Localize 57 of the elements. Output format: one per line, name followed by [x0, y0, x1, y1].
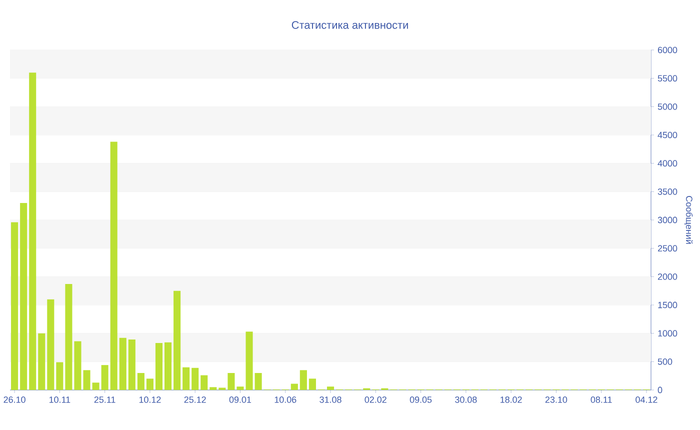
bar: [101, 365, 108, 390]
x-tick-label: 08.11: [590, 396, 612, 403]
bar: [92, 382, 100, 390]
x-tick-label: 26.10: [4, 396, 26, 403]
x-tick-label: 10.12: [139, 396, 161, 403]
y-tick-label: 1500: [658, 302, 678, 308]
bar: [174, 290, 181, 390]
bar: [146, 378, 154, 390]
bar: [137, 372, 144, 390]
x-tick-label: 31.08: [320, 396, 342, 403]
x-tick-label: 30.08: [455, 396, 477, 403]
bar: [20, 202, 28, 390]
y-tick-label: 5000: [658, 103, 678, 110]
bar: [254, 372, 262, 390]
bar: [290, 384, 298, 390]
x-tick-label: 25.12: [184, 396, 206, 403]
x-tick-label: 04.12: [636, 396, 658, 403]
y-tick-label: 3000: [658, 216, 678, 224]
y-axis-title: Сообщений: [684, 196, 693, 244]
y-tick-label: 4000: [658, 160, 678, 167]
bar: [155, 342, 163, 390]
bar: [192, 368, 199, 390]
bar: [228, 372, 235, 390]
chart-title: Статистика активности: [292, 21, 408, 29]
bar: [308, 378, 316, 390]
y-tick-label: 500: [658, 358, 672, 365]
bar: [128, 340, 136, 390]
y-tick-label: 0: [658, 386, 662, 394]
bar: [210, 387, 217, 390]
y-tick-label: 3500: [658, 188, 678, 195]
bar: [182, 367, 190, 390]
bar: [326, 386, 334, 390]
x-tick-label: 23.10: [545, 396, 568, 403]
x-tick-label: 09.05: [410, 396, 432, 403]
bar: [38, 333, 46, 390]
x-tick-label: 02.02: [364, 396, 386, 403]
bar: [47, 299, 54, 390]
x-tick-label: 25.11: [94, 396, 116, 403]
y-tick-label: 6000: [658, 46, 678, 54]
bar: [200, 375, 208, 390]
bar: [300, 370, 307, 390]
x-tick-label: 10.06: [274, 396, 296, 403]
y-tick-label: 5500: [658, 75, 678, 82]
y-tick-label: 4500: [658, 132, 678, 138]
y-tick-label: 2000: [658, 273, 678, 280]
bar: [119, 338, 126, 390]
y-tick-label: 2500: [658, 245, 678, 252]
x-tick-label: 18.02: [500, 396, 522, 403]
bar: [56, 362, 64, 390]
x-tick-label: 10.11: [49, 396, 70, 403]
bar: [65, 284, 72, 390]
x-tick-label: 09.01: [229, 396, 252, 403]
bar: [11, 222, 18, 390]
y-tick-label: 1000: [658, 330, 678, 336]
bar: [29, 72, 36, 390]
bar: [164, 342, 172, 390]
bar: [110, 142, 118, 390]
